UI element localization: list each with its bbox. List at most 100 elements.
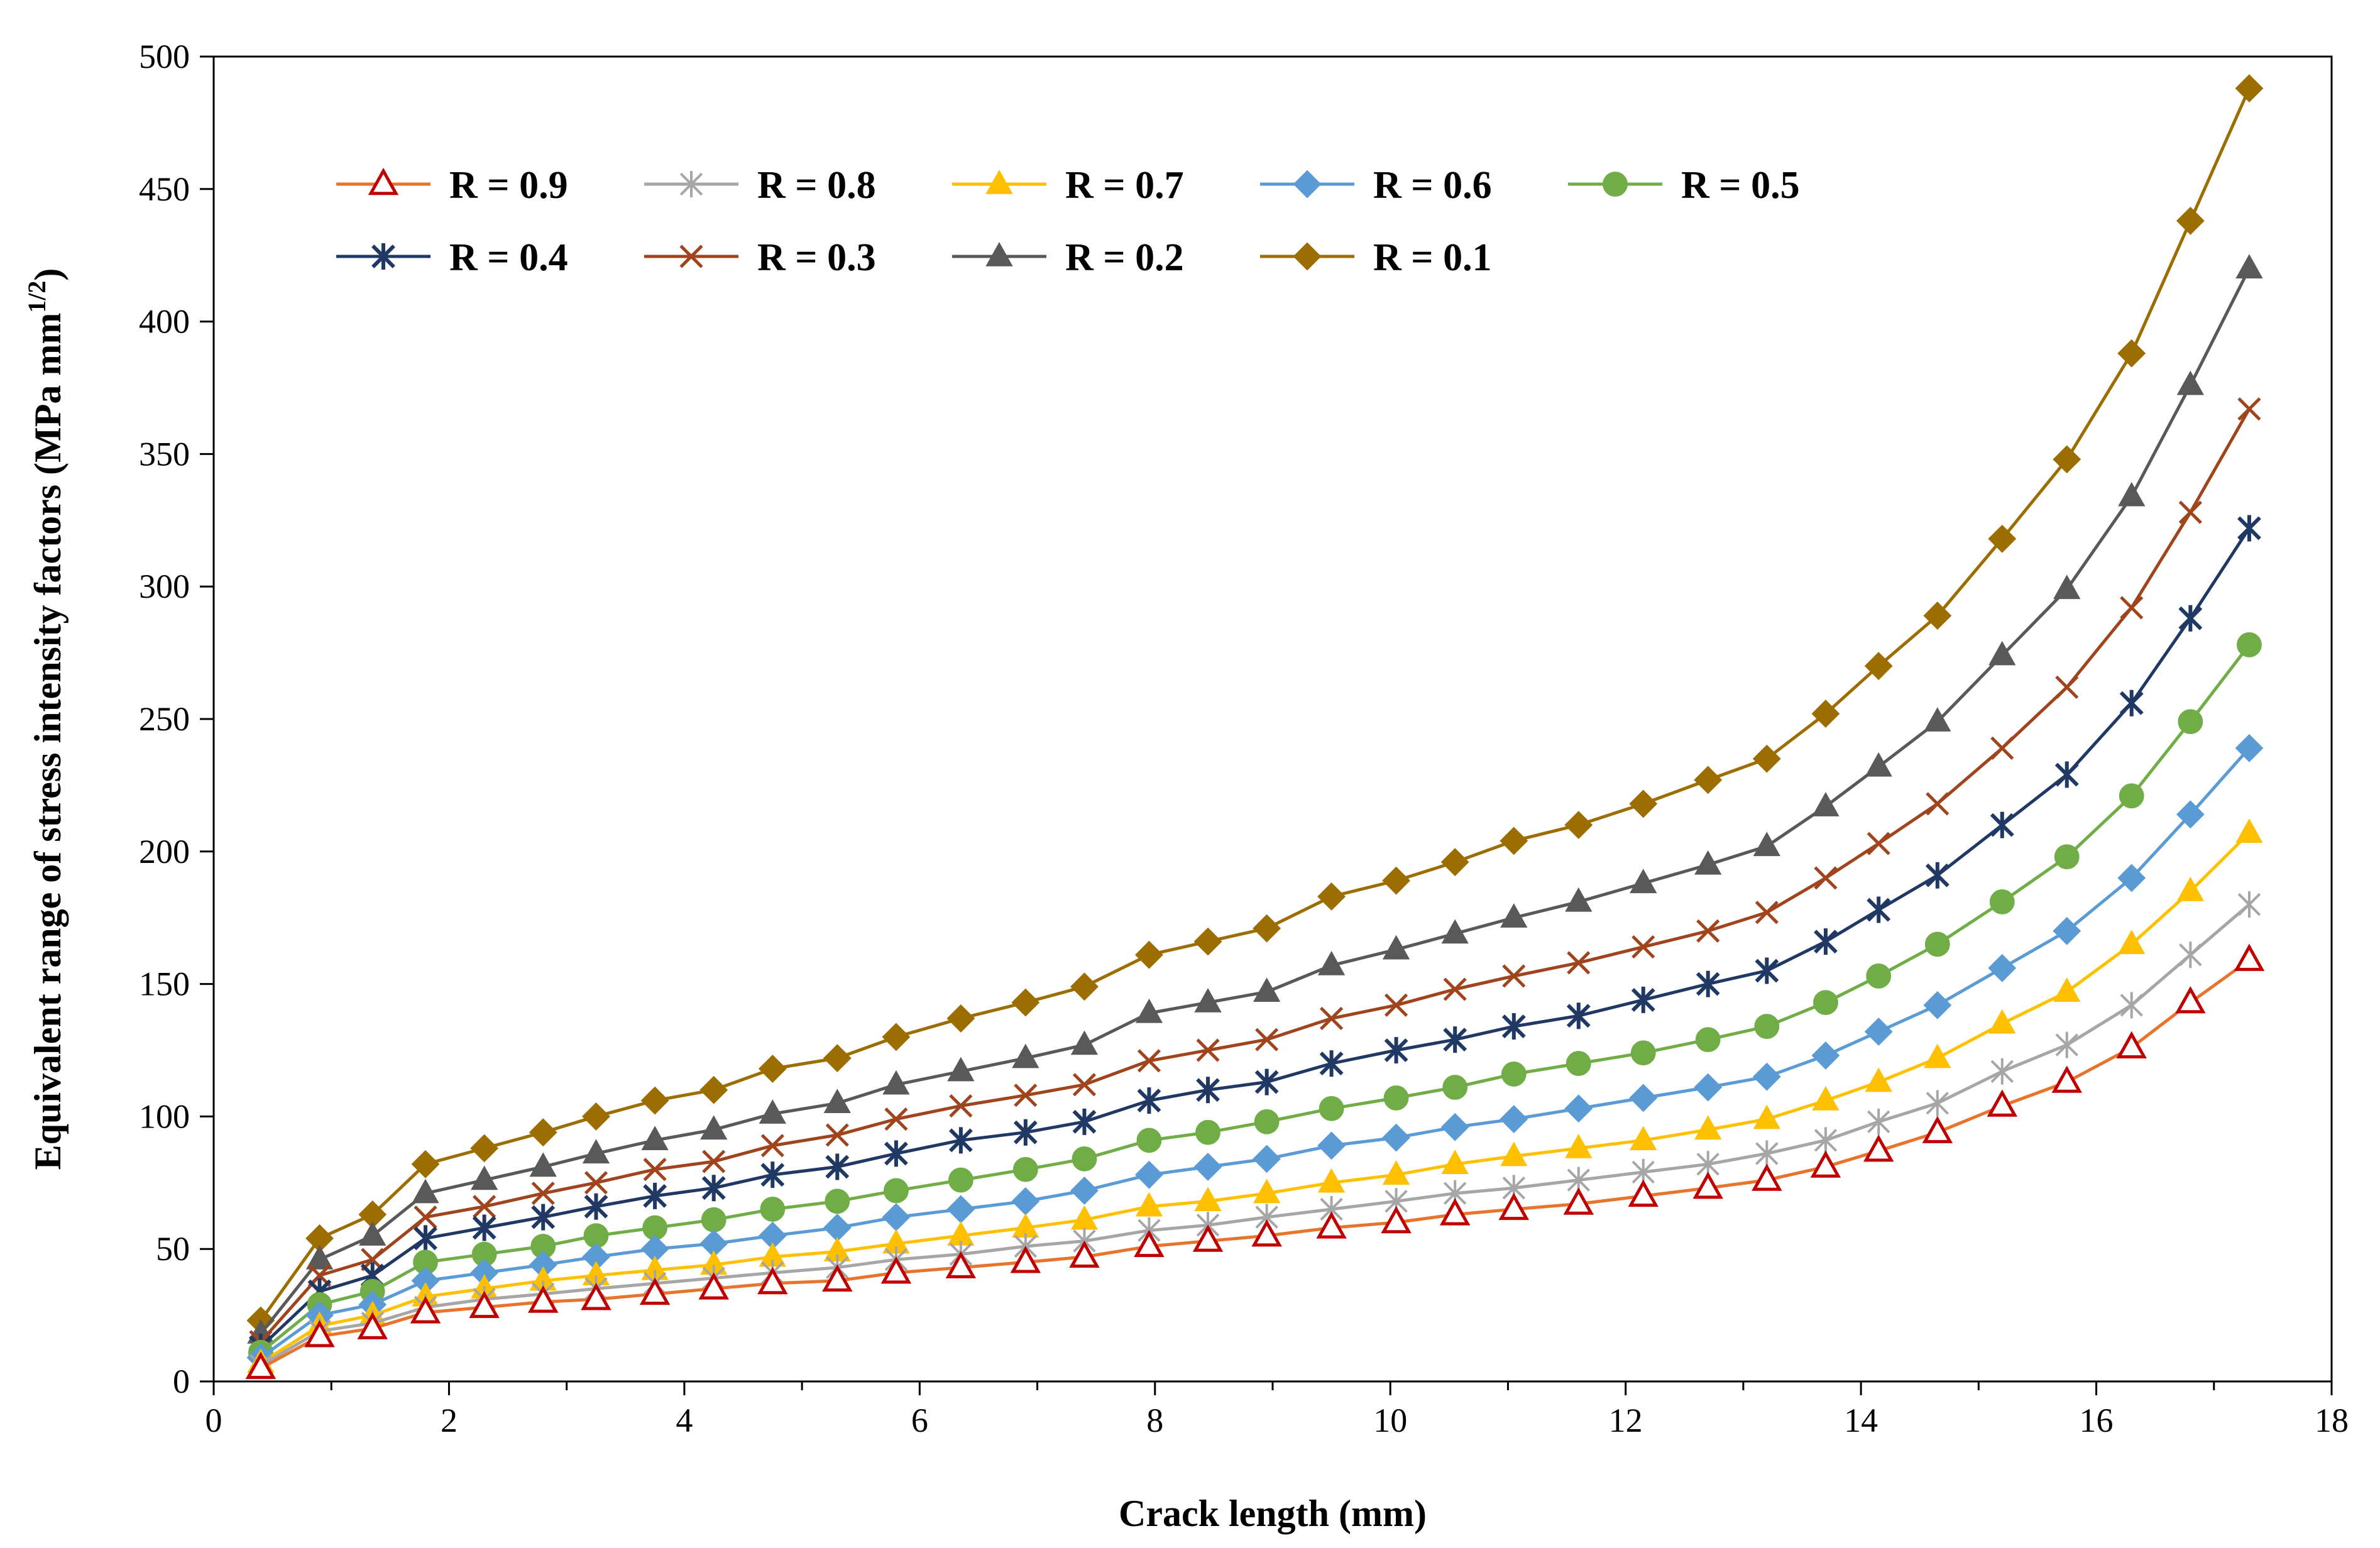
data-point [1864,652,1893,681]
data-point [2237,632,2262,657]
data-point [1990,736,2014,760]
data-point [1989,889,2015,914]
data-point [1500,826,1528,855]
data-point [1443,1026,1467,1053]
legend-marker [371,243,395,270]
data-point [1382,866,1410,895]
data-point [2116,1031,2147,1058]
data-point [2175,985,2206,1014]
data-point [584,1171,608,1195]
data-point [2117,864,2146,892]
legend-label: R = 0.8 [757,164,876,207]
data-point [948,1167,973,1193]
data-point [1814,866,1838,890]
x-axis-title: Crack length (mm) [1119,1493,1427,1534]
data-point [1317,882,1346,911]
data-point [1135,998,1163,1023]
legend-item: R = 0.9 [336,164,568,207]
data-point [1752,744,1781,773]
data-point [823,1044,852,1073]
legend-label: R = 0.5 [1681,164,1800,207]
legend-marker [679,171,703,197]
y-axis-title-exponent: 1/2 [23,281,51,313]
data-point [582,1139,610,1164]
data-point [702,1150,726,1173]
data-point [1630,869,1657,894]
data-point [473,1195,496,1219]
data-point [1137,1087,1161,1114]
legend: R = 0.9 R = 0.8 R = 0.7 R = 0.6 R = 0.5 R = 0… [336,164,1800,279]
data-point [1631,935,1655,959]
data-point [1753,1104,1780,1129]
data-point [882,1023,911,1051]
data-point [1072,1073,1097,1097]
data-point [529,1152,557,1177]
data-point [1253,977,1281,1002]
data-point [2179,941,2202,969]
axis-tick-labels: 0 2 4 6 8 10 12 14 16 18 0 50 100 150 200 250 300 350 400 4… [139,38,2349,1439]
data-point [1755,1140,1779,1167]
data-point [643,1182,667,1209]
series-line [260,832,2251,1364]
data-point [700,1115,728,1140]
legend-label: R = 0.9 [449,164,568,207]
x-tick-label: 6 [911,1402,928,1439]
x-tick-label: 2 [441,1402,458,1439]
data-point [305,1245,334,1270]
data-point [880,1256,912,1284]
legend-item: R = 0.4 [336,236,568,279]
data-point [699,1075,728,1104]
data-point [823,1089,851,1114]
x-tick-label: 14 [1844,1402,1878,1439]
legend-marker [679,244,703,268]
data-point [1922,1116,1953,1143]
data-point [1988,524,2017,553]
data-point [825,1188,850,1214]
data-point [698,1272,729,1300]
axis-ticks [200,55,2333,1395]
data-point [1136,1128,1162,1153]
data-point [946,1004,975,1033]
data-point [2053,916,2081,945]
legend-marker [1293,242,1322,271]
data-point [1253,914,1281,943]
y-tick-label: 400 [139,303,190,341]
data-point [1866,963,1892,989]
data-point [2054,844,2080,870]
data-point [245,1351,277,1380]
data-point [1382,1123,1410,1152]
data-point [1814,928,1838,955]
data-point [1317,951,1346,975]
data-point [1440,848,1469,877]
data-point [1987,1089,2017,1117]
data-point [2118,481,2146,507]
data-point [2053,445,2081,474]
data-point [1990,1058,2014,1085]
data-point [1752,1163,1782,1191]
data-point [2178,709,2203,735]
y-axis-title: Equivalent range of stress intensity fac… [23,268,69,1170]
data-point [884,1140,908,1167]
data-point [2237,397,2261,421]
data-point [1631,986,1655,1013]
data-point [1811,700,1840,728]
data-point [1696,970,1720,997]
data-point [1255,1028,1279,1051]
data-point [2053,977,2081,1002]
data-point [947,1057,975,1082]
data-point [2178,605,2203,632]
data-point [757,1266,788,1295]
data-point [1382,1160,1410,1185]
data-point [1195,1119,1220,1145]
data-point [1867,832,1890,855]
data-point [1629,1084,1658,1112]
data-point [1384,1037,1408,1063]
data-point [1194,988,1222,1013]
y-tick-label: 250 [139,700,190,738]
data-point [1012,1156,1038,1182]
data-point [531,1182,555,1205]
y-tick-label: 50 [156,1230,190,1268]
series-r02 [247,254,2263,1344]
data-point [1014,1084,1038,1107]
data-point [1196,1077,1220,1104]
